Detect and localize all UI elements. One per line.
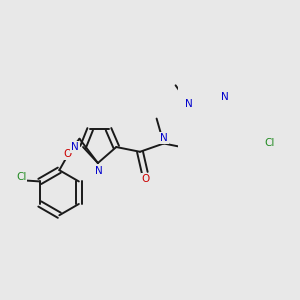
Text: N: N (221, 92, 229, 102)
Text: N: N (185, 99, 193, 109)
Text: Cl: Cl (16, 172, 26, 182)
Text: Cl: Cl (265, 138, 275, 148)
Text: O: O (64, 148, 72, 159)
Text: O: O (142, 174, 150, 184)
Text: N: N (95, 166, 103, 176)
Text: N: N (160, 133, 168, 142)
Text: N: N (71, 142, 79, 152)
